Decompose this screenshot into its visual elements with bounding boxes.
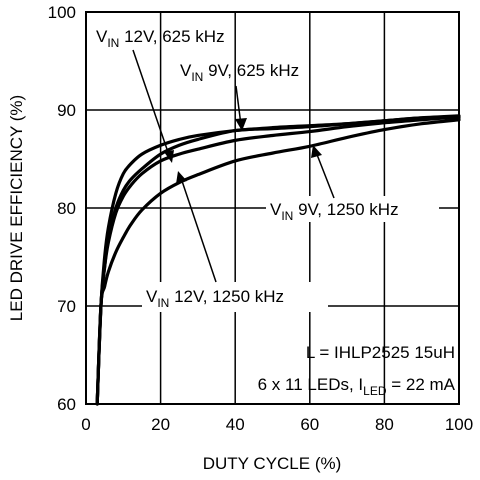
x-axis-title: DUTY CYCLE (%) [203, 454, 342, 473]
annotation-vin-9v-1250khz: VIN 9V, 1250 kHz [266, 145, 439, 223]
series-line-3 [95, 115, 461, 406]
annotation-arrowhead [164, 150, 174, 163]
annotation-vin-9v-625khz: VIN 9V, 625 kHz [180, 61, 299, 131]
inductor-note: L = IHLP2525 15uH [306, 343, 455, 362]
series-line-4 [95, 118, 461, 406]
annotation-leader [180, 177, 217, 283]
y-tick-label: 90 [57, 101, 76, 120]
y-tick-label: 80 [57, 199, 76, 218]
x-tick-label: 20 [151, 415, 170, 434]
annotation-leader [315, 151, 335, 199]
x-tick-label: 40 [226, 415, 245, 434]
annotation-arrowhead [235, 118, 247, 131]
x-tick-label: 60 [300, 415, 319, 434]
annotation-label: VIN 9V, 1250 kHz [270, 200, 399, 223]
led-config-note: 6 x 11 LEDs, ILED = 22 mA [258, 375, 456, 398]
annotation-leader [132, 49, 171, 159]
tick-labels: 0 20 40 60 80 100 60 70 80 90 100 [48, 3, 474, 434]
annotation-background [266, 196, 439, 222]
annotation-background [142, 282, 328, 312]
x-tick-label: 100 [445, 415, 473, 434]
annotation-vin-12v-1250khz: VIN 12V, 1250 kHz [142, 171, 328, 312]
x-tick-label: 0 [81, 415, 90, 434]
annotation-arrowhead [176, 171, 187, 184]
annotation-label: VIN 12V, 1250 kHz [146, 287, 284, 310]
annotation-vin-12v-625khz: VIN 12V, 625 kHz [96, 27, 225, 163]
y-tick-label: 100 [48, 3, 76, 22]
y-tick-label: 60 [57, 395, 76, 414]
annotation-leader [235, 85, 242, 126]
y-tick-label: 70 [57, 297, 76, 316]
conditions-note: L = IHLP2525 15uH 6 x 11 LEDs, ILED = 22… [258, 343, 456, 398]
annotation-label: VIN 9V, 625 kHz [180, 61, 299, 84]
y-axis-title: LED DRIVE EFFICIENCY (%) [7, 95, 26, 321]
annotation-label: VIN 12V, 625 kHz [96, 27, 225, 50]
x-tick-label: 80 [375, 415, 394, 434]
annotation-arrowhead [311, 145, 322, 158]
plot-frame [85, 11, 460, 405]
